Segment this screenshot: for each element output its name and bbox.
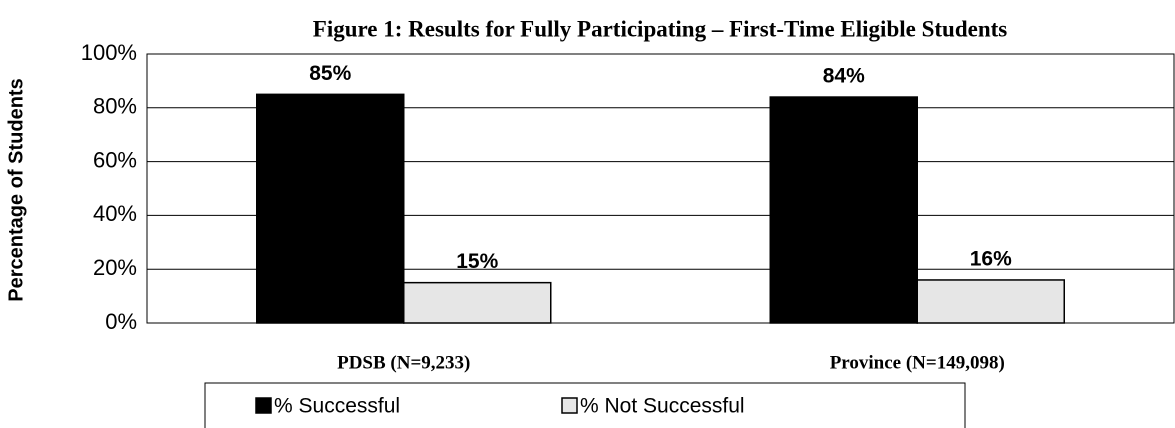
bar [403, 281, 552, 324]
legend-label: % Successful [274, 395, 400, 418]
value-label: 84% [823, 65, 865, 88]
chart-title: Figure 1: Results for Fully Participatin… [313, 16, 1008, 41]
x-tick-label: PDSB (N=9,233) [337, 352, 470, 373]
bar [256, 93, 405, 324]
y-tick-label: 20% [93, 255, 137, 280]
y-tick-label: 80% [93, 94, 137, 119]
bar [916, 279, 1065, 324]
y-tick-label: 40% [93, 201, 137, 226]
y-tick-label: 100% [81, 40, 137, 65]
legend-label: % Not Successful [580, 395, 745, 418]
y-tick-label: 0% [105, 309, 137, 334]
x-tick-label: Province (N=149,098) [830, 352, 1005, 373]
legend-swatch [255, 397, 272, 414]
value-label: 15% [456, 250, 498, 273]
value-label: 16% [970, 248, 1012, 271]
y-tick-label: 60% [93, 147, 137, 172]
bar [769, 96, 918, 324]
value-label: 85% [309, 62, 351, 85]
legend-box [204, 382, 966, 428]
y-axis-label: Percentage of Students [5, 78, 27, 301]
plot-border [146, 53, 1175, 324]
legend-swatch [561, 397, 578, 414]
